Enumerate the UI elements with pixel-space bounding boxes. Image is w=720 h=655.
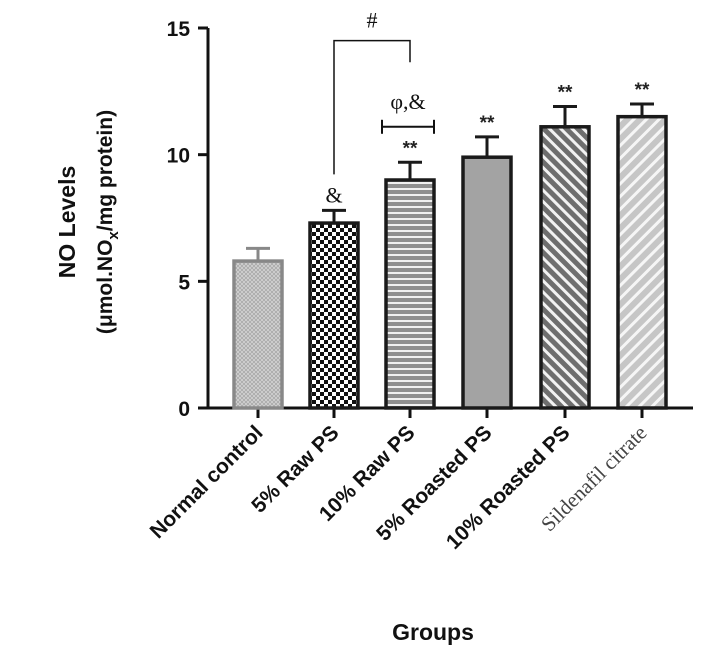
x-tick-label: Normal control bbox=[146, 421, 268, 543]
y-tick-label: 5 bbox=[178, 271, 190, 294]
bars-group: & ** ** ** ** bbox=[232, 80, 668, 410]
significance-bracket bbox=[333, 39, 411, 175]
bracket-label: φ,& bbox=[390, 89, 425, 114]
annotations-group: # φ,& bbox=[333, 8, 435, 175]
significance-label: ** bbox=[480, 113, 495, 134]
bar bbox=[616, 114, 668, 410]
y-tick-label: 10 bbox=[167, 145, 190, 168]
y-tick-label: 15 bbox=[167, 18, 191, 41]
y-axis-label-suffix: /mg protein) bbox=[94, 110, 117, 231]
bar bbox=[384, 178, 436, 410]
y-axis-label-prefix: (μmol.NO bbox=[94, 240, 117, 335]
significance-label: & bbox=[325, 182, 342, 207]
bar bbox=[539, 125, 591, 410]
significance-label: ** bbox=[403, 138, 418, 159]
bracket-label: # bbox=[367, 8, 378, 33]
significance-label: ** bbox=[635, 80, 650, 101]
bar bbox=[461, 155, 513, 410]
y-axis-label-subscript: x bbox=[105, 231, 122, 240]
x-axis-label: Groups bbox=[392, 619, 474, 645]
bar bbox=[232, 259, 284, 410]
y-axis: 0 5 10 15 bbox=[167, 18, 210, 421]
y-axis-label-line2: (μmol.NOx/mg protein) bbox=[94, 110, 122, 334]
bar bbox=[308, 221, 360, 410]
y-axis-label-line1: NO Levels bbox=[54, 166, 80, 279]
significance-label: ** bbox=[558, 83, 573, 104]
y-tick-label: 0 bbox=[178, 398, 190, 421]
